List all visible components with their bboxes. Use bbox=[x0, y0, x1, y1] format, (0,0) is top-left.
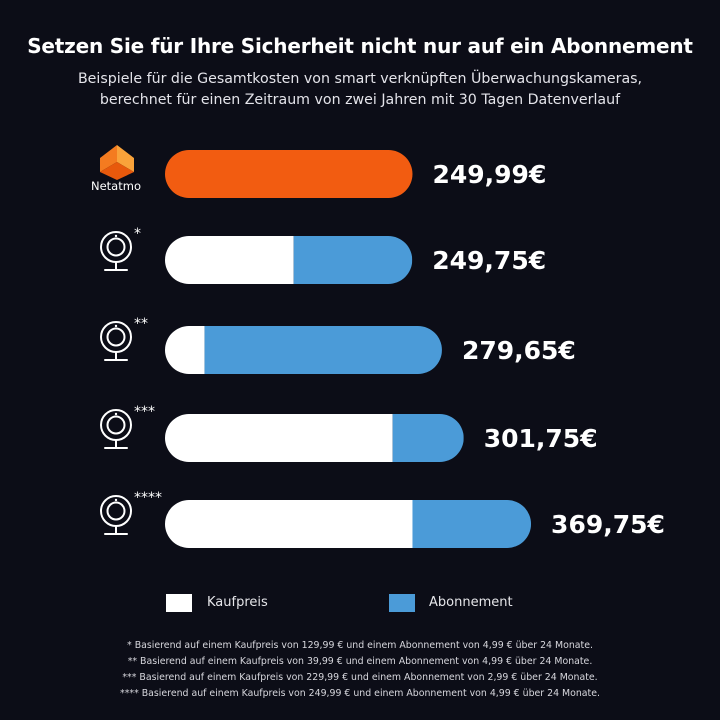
bar-abonnement-4 bbox=[392, 414, 464, 462]
netatmo-logo-text: Netatmo bbox=[91, 179, 141, 193]
chart-subtitle-line2: berechnet für einen Zeitraum von zwei Ja… bbox=[99, 92, 621, 108]
chart-subtitle-line1: Beispiele für die Gesamtkosten von smart… bbox=[77, 71, 643, 87]
total-label-4: 301,75€ bbox=[484, 424, 598, 453]
footnote-1: * Basierend auf einem Kaufpreis von 129,… bbox=[127, 640, 593, 651]
bar-kaufpreis-5 bbox=[165, 500, 413, 548]
bar-group-5 bbox=[165, 500, 532, 548]
legend-label-kaufpreis: Kaufpreis bbox=[207, 595, 268, 610]
bar-kaufpreis-2 bbox=[165, 236, 294, 284]
bar-kaufpreis-3 bbox=[165, 326, 205, 374]
bar-group-1 bbox=[165, 150, 413, 198]
camera-icon bbox=[100, 495, 132, 535]
camera-icon bbox=[100, 231, 132, 271]
bar-abonnement-5 bbox=[412, 500, 532, 548]
bar-abonnement-2 bbox=[293, 236, 413, 284]
total-label-5: 369,75€ bbox=[551, 510, 665, 539]
camera-icon bbox=[100, 321, 132, 361]
legend-swatch-abonnement bbox=[389, 594, 415, 612]
chart-title: Setzen Sie für Ihre Sicherheit nicht nur… bbox=[27, 34, 693, 58]
legend-label-abonnement: Abonnement bbox=[429, 595, 513, 610]
legend-swatch-kaufpreis bbox=[166, 594, 192, 612]
asterisk-label-3: *** bbox=[134, 404, 155, 420]
asterisk-label-4: **** bbox=[134, 490, 162, 506]
total-label-1: 249,99€ bbox=[432, 160, 546, 189]
netatmo-logo bbox=[100, 145, 134, 180]
footnote-4: **** Basierend auf einem Kaufpreis von 2… bbox=[120, 688, 600, 699]
footnote-3: *** Basierend auf einem Kaufpreis von 22… bbox=[122, 672, 598, 683]
bar-group-3 bbox=[165, 326, 442, 374]
total-label-2: 249,75€ bbox=[432, 246, 546, 275]
total-label-3: 279,65€ bbox=[462, 336, 576, 365]
bar-abonnement-3 bbox=[204, 326, 442, 374]
footnote-2: ** Basierend auf einem Kaufpreis von 39,… bbox=[127, 656, 593, 667]
bar-group-2 bbox=[165, 236, 413, 284]
bar-group-4 bbox=[165, 414, 464, 462]
camera-icon bbox=[100, 409, 132, 449]
asterisk-label-1: * bbox=[134, 226, 141, 242]
bar-kaufpreis-1 bbox=[165, 150, 413, 198]
asterisk-label-2: ** bbox=[134, 316, 148, 332]
bar-kaufpreis-4 bbox=[165, 414, 393, 462]
